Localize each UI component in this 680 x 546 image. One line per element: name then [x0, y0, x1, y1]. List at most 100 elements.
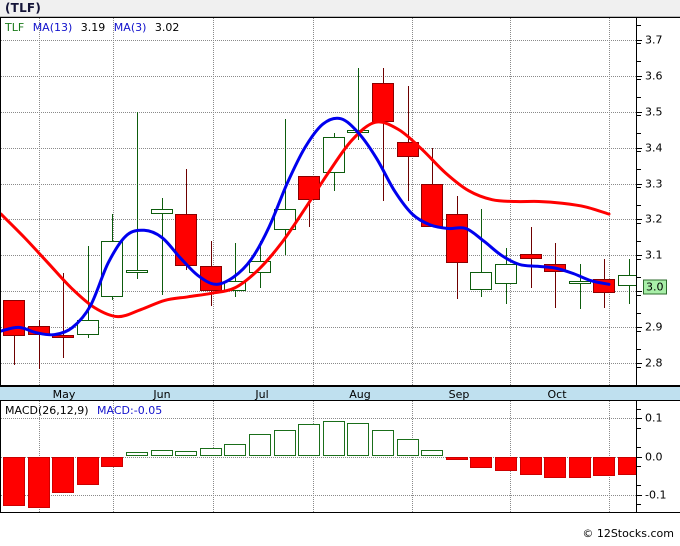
month-label-price: Oct	[547, 388, 567, 401]
macd-histogram-bar	[323, 421, 345, 457]
macd-histogram-bar	[274, 429, 296, 457]
month-label-price: Jul	[255, 388, 269, 401]
legend-ma13-label: MA(13)	[32, 21, 73, 34]
macd-histogram-bar	[3, 456, 25, 507]
price-y-tick	[637, 291, 642, 293]
candle-body	[372, 82, 394, 123]
price-y-minor-tick	[637, 367, 641, 368]
price-y-minor-tick	[637, 133, 641, 135]
month-gridline	[412, 18, 413, 385]
macd-gridline	[1, 494, 636, 496]
macd-histogram-bar	[175, 450, 197, 457]
candle-wick	[555, 242, 556, 308]
macd-histogram-bar	[52, 456, 74, 493]
price-y-tick	[637, 255, 642, 257]
copyright-text: © 12Stocks.com	[582, 527, 674, 540]
macd-value-label: MACD:-0.05	[97, 404, 163, 417]
price-y-tick	[637, 111, 642, 113]
month-label-price: Aug	[349, 388, 371, 401]
macd-chart-panel: 0.1 0.0 -0.1 MACD(26,12,9) MACD:-0.05	[0, 400, 680, 513]
price-gridline	[1, 363, 636, 365]
price-y-minor-tick	[637, 331, 641, 333]
candle-body	[101, 241, 123, 297]
candle-wick	[63, 273, 64, 358]
price-y-minor-tick	[637, 223, 641, 225]
macd-y-tick	[637, 418, 642, 420]
month-gridline	[313, 18, 314, 385]
macd-y-label: 0.1	[645, 411, 663, 425]
price-y-label: 3.2	[645, 212, 663, 226]
candle-body	[421, 183, 443, 227]
title-bar: (TLF)	[0, 0, 680, 17]
price-y-minor-tick	[637, 25, 641, 27]
macd-histogram-bar	[569, 456, 591, 478]
legend-ma13-value: 3.19	[80, 21, 106, 34]
candle-wick	[580, 264, 581, 310]
candle-body	[77, 320, 99, 335]
price-y-tick	[637, 363, 642, 365]
price-y-label: 3.5	[645, 105, 663, 119]
macd-histogram-bar	[249, 434, 271, 457]
legend-ma3-value: 3.02	[154, 21, 180, 34]
footer: © 12Stocks.com	[0, 513, 680, 546]
macd-y-tick	[637, 494, 642, 496]
price-gridline	[1, 75, 636, 77]
price-y-minor-tick	[637, 97, 641, 99]
price-y-label: 3.7	[645, 33, 663, 47]
macd-y-minor-tick	[637, 504, 641, 506]
month-gridline	[313, 401, 314, 512]
macd-y-tick	[637, 456, 642, 458]
price-y-minor-tick	[637, 169, 641, 171]
price-y-label: 3.1	[645, 248, 663, 262]
price-plot-area	[1, 18, 636, 385]
price-y-minor-tick	[637, 349, 641, 351]
candle-body	[593, 278, 615, 294]
candle-body	[495, 264, 517, 285]
month-gridline	[213, 18, 214, 385]
candle-body	[470, 271, 492, 290]
price-y-minor-tick	[637, 151, 641, 153]
month-gridline	[609, 18, 610, 385]
candle-wick	[285, 118, 286, 256]
candle-body	[520, 253, 542, 260]
price-y-label: 2.8	[645, 356, 663, 370]
month-axis-price: May Jun Jul Aug Sep Oct	[0, 386, 680, 403]
month-gridline	[213, 401, 214, 512]
ma3-line	[1, 116, 611, 337]
price-gridline	[1, 111, 636, 113]
page-title: (TLF)	[5, 1, 41, 15]
macd-histogram-bar	[298, 423, 320, 457]
month-gridline	[412, 401, 413, 512]
candle-body	[3, 300, 25, 337]
macd-histogram-bar	[28, 456, 50, 509]
price-y-label: 2.9	[645, 320, 663, 334]
macd-histogram-bar	[421, 449, 443, 457]
macd-histogram-bar	[126, 451, 148, 457]
candle-body	[323, 136, 345, 173]
macd-histogram-bar	[618, 456, 636, 475]
candle-body	[298, 176, 320, 200]
month-label-price: Sep	[448, 388, 470, 401]
candle-body	[126, 269, 148, 273]
macd-histogram-bar	[101, 456, 123, 468]
macd-y-minor-tick	[637, 427, 641, 429]
price-gridline	[1, 147, 636, 149]
price-y-label: 3.6	[645, 69, 663, 83]
price-y-minor-tick	[637, 61, 641, 63]
price-gridline	[1, 39, 636, 41]
price-y-tick	[637, 39, 642, 41]
macd-y-minor-tick	[637, 408, 641, 410]
macd-histogram-bar	[77, 456, 99, 486]
macd-y-label: -0.1	[645, 488, 667, 502]
price-legend: TLF MA(13) 3.19 MA(3) 3.02	[5, 21, 184, 34]
macd-histogram-bar	[200, 448, 222, 457]
price-y-minor-tick	[637, 115, 641, 117]
price-y-tick	[637, 147, 642, 149]
macd-y-minor-tick	[637, 466, 641, 468]
macd-y-minor-tick	[637, 485, 641, 487]
price-y-minor-tick	[637, 277, 641, 279]
candle-body	[274, 208, 296, 231]
macd-gridline	[1, 418, 636, 420]
candle-body	[52, 334, 74, 338]
price-y-tick	[637, 327, 642, 329]
